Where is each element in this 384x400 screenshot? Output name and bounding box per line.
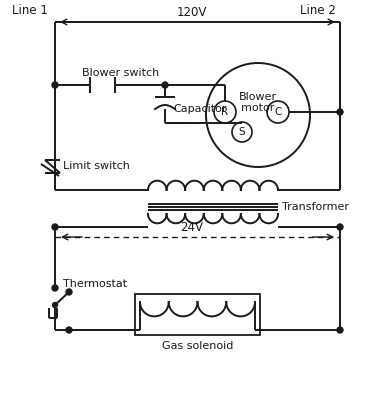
Text: R: R	[222, 107, 228, 117]
Text: Capacitor: Capacitor	[173, 104, 227, 114]
Text: Limit switch: Limit switch	[63, 161, 130, 171]
Text: Thermostat: Thermostat	[63, 279, 127, 289]
Circle shape	[66, 327, 72, 333]
Circle shape	[162, 82, 168, 88]
Bar	[135, 294, 260, 335]
Circle shape	[52, 285, 58, 291]
Text: Gas solenoid: Gas solenoid	[162, 341, 233, 351]
Text: Blower switch: Blower switch	[82, 68, 159, 78]
Circle shape	[337, 327, 343, 333]
Text: Line 2: Line 2	[300, 4, 336, 16]
Text: Blower: Blower	[239, 92, 277, 102]
Text: S: S	[239, 127, 245, 137]
Text: 120V: 120V	[177, 6, 207, 19]
Circle shape	[337, 224, 343, 230]
Text: Transformer: Transformer	[282, 202, 349, 212]
Circle shape	[66, 289, 72, 295]
Circle shape	[52, 224, 58, 230]
Text: Line 1: Line 1	[12, 4, 48, 16]
Text: C: C	[274, 107, 282, 117]
Text: motor: motor	[241, 103, 275, 113]
Circle shape	[53, 302, 58, 308]
Circle shape	[52, 82, 58, 88]
Text: 24V: 24V	[180, 221, 204, 234]
Circle shape	[337, 109, 343, 115]
